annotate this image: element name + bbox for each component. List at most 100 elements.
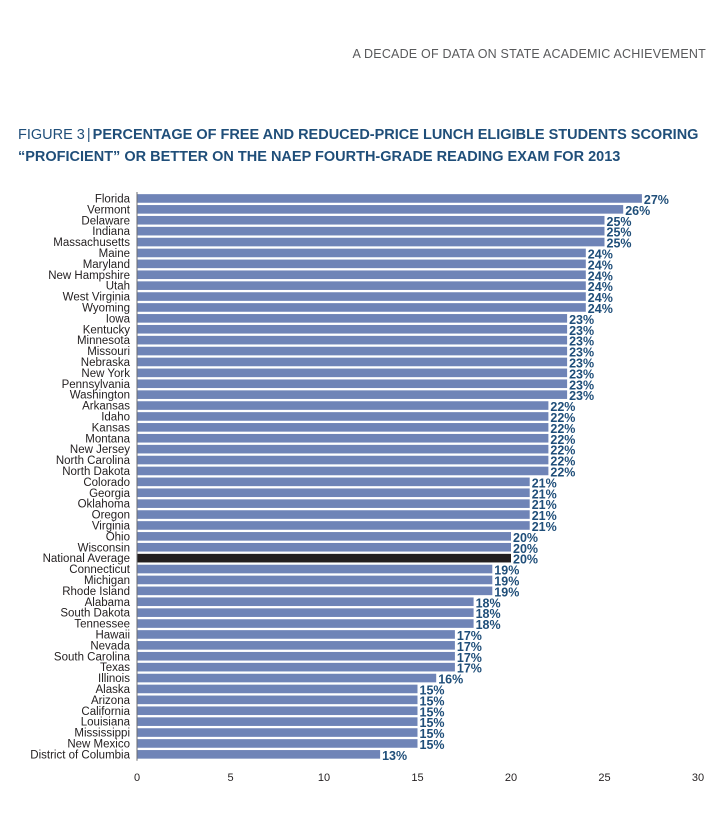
bar [137,597,474,607]
category-label: Nebraska [81,357,131,369]
value-label: 22% [550,455,575,469]
bar [137,630,455,639]
category-label: Michigan [84,575,130,587]
bar [137,750,381,759]
value-label: 15% [420,694,445,708]
category-label: Pennsylvania [62,379,131,391]
value-label: 19% [494,564,519,578]
category-label: New Mexico [67,738,130,750]
bar [137,215,605,225]
value-label: 24% [588,269,613,283]
bar [137,564,493,574]
category-label: Mississippi [74,728,130,740]
category-label: Florida [95,193,131,205]
value-label: 24% [588,247,613,261]
bar [137,433,549,443]
bar [137,346,568,356]
value-label: 22% [550,433,575,447]
category-label: Maryland [83,259,130,271]
value-label: 25% [607,237,632,251]
bar [137,303,586,312]
bar [137,357,568,367]
bar [137,499,530,508]
bar [137,619,474,628]
category-label: Massachusetts [53,237,130,249]
bar [137,728,418,737]
category-label: Indiana [92,226,130,238]
bar [137,292,586,301]
figure-label: FIGURE 3 [18,127,85,143]
value-label: 21% [532,498,557,512]
value-label: 21% [532,487,557,501]
bar [137,717,418,726]
bar [137,510,530,519]
value-label: 17% [457,662,482,676]
value-label: 25% [607,215,632,229]
value-label: 23% [569,389,594,403]
value-label: 23% [569,313,594,327]
bar [137,390,568,399]
value-label: 15% [420,727,445,741]
category-label: South Dakota [60,608,130,620]
value-label: 16% [438,673,463,687]
bar [137,335,568,345]
category-label: Wyoming [82,302,130,314]
bar [137,488,530,498]
category-label: Arizona [91,695,131,707]
figure-title: FIGURE 3 | PERCENTAGE OF FREE AND REDUCED-… [18,124,708,168]
category-label: Kentucky [83,324,131,336]
value-label: 26% [625,204,650,218]
value-label: 13% [382,749,407,763]
value-label: 18% [476,607,501,621]
bar [137,477,530,487]
running-head: A DECADE OF DATA ON STATE ACADEMIC ACHIE… [352,47,706,61]
value-label: 24% [588,280,613,294]
value-label: 24% [588,302,613,316]
value-label: 18% [476,596,501,610]
category-label: Delaware [81,215,130,227]
category-label: Alabama [85,597,131,609]
category-label: Kansas [92,422,131,434]
x-tick-label: 25 [598,772,610,784]
category-label: Oklahoma [78,499,131,511]
bar [137,586,493,596]
bar [137,684,418,694]
category-label: Nevada [90,640,130,652]
x-tick-label: 15 [411,772,423,784]
value-label: 22% [550,422,575,436]
value-label: 22% [550,444,575,458]
x-tick-label: 0 [134,772,140,784]
category-label: Virginia [92,520,131,532]
value-label: 22% [550,465,575,479]
bar [137,314,568,323]
category-label: Minnesota [77,335,131,347]
category-label: Idaho [101,411,130,423]
category-label: Vermont [87,204,131,216]
category-label: Colorado [83,477,130,489]
value-label: 23% [569,346,594,360]
value-label: 23% [569,335,594,349]
category-label: Louisiana [81,717,131,729]
bar [137,259,586,269]
category-label: New Jersey [70,444,130,456]
bar [137,695,418,705]
figure-separator: | [86,127,91,143]
bar [137,368,568,378]
bar [137,401,549,410]
value-label: 25% [607,226,632,240]
bar [137,237,605,247]
category-label: District of Columbia [30,749,130,761]
category-label: Maine [99,248,130,260]
category-label: Connecticut [69,564,131,576]
value-label: 21% [532,476,557,490]
value-label: 17% [457,629,482,643]
figure-title-text: PERCENTAGE OF FREE AND REDUCED-PRICE LUN… [18,127,699,165]
value-label: 18% [476,618,501,632]
bar [137,532,511,541]
category-label: North Dakota [62,466,130,478]
category-label: Arkansas [82,401,130,413]
bar [137,662,455,672]
category-label: Washington [70,390,130,402]
category-label: West Virginia [63,292,131,304]
value-label: 15% [420,716,445,730]
